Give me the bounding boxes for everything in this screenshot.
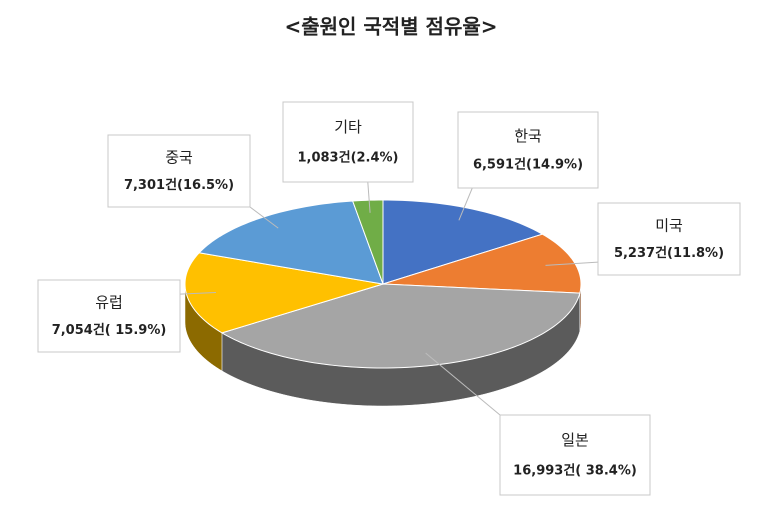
category-label: 한국 (514, 127, 542, 145)
value-label: 5,237건(11.8%) (614, 245, 724, 261)
category-label: 기타 (334, 118, 362, 136)
category-label: 중국 (165, 149, 193, 167)
category-label: 미국 (655, 217, 683, 235)
value-label: 7,301건(16.5%) (124, 177, 234, 193)
leader-line (249, 206, 279, 229)
leader-line (425, 352, 501, 416)
slice (220, 283, 581, 369)
label-box (499, 414, 651, 496)
value-label: 1,083건(2.4%) (297, 150, 398, 166)
chart-title: <출원인 국적별 점유율> (284, 15, 497, 39)
label-box (107, 134, 251, 208)
slice (382, 199, 544, 285)
value-label: 16,993건( 38.4%) (513, 463, 637, 479)
label-box (282, 101, 414, 183)
leader-line (179, 292, 216, 295)
value-label: 6,591건(14.9%) (473, 157, 583, 173)
category-label: 일본 (561, 431, 589, 449)
label-box (597, 202, 741, 276)
slice (351, 199, 384, 285)
leader-line (545, 261, 599, 266)
value-label: 7,054건( 15.9%) (52, 322, 167, 338)
leader-line (458, 187, 473, 221)
category-label: 유럽 (95, 294, 123, 312)
slice (198, 200, 384, 285)
slice (382, 233, 582, 294)
label-box (37, 279, 181, 353)
label-box (457, 111, 599, 189)
leader-line (367, 181, 371, 213)
